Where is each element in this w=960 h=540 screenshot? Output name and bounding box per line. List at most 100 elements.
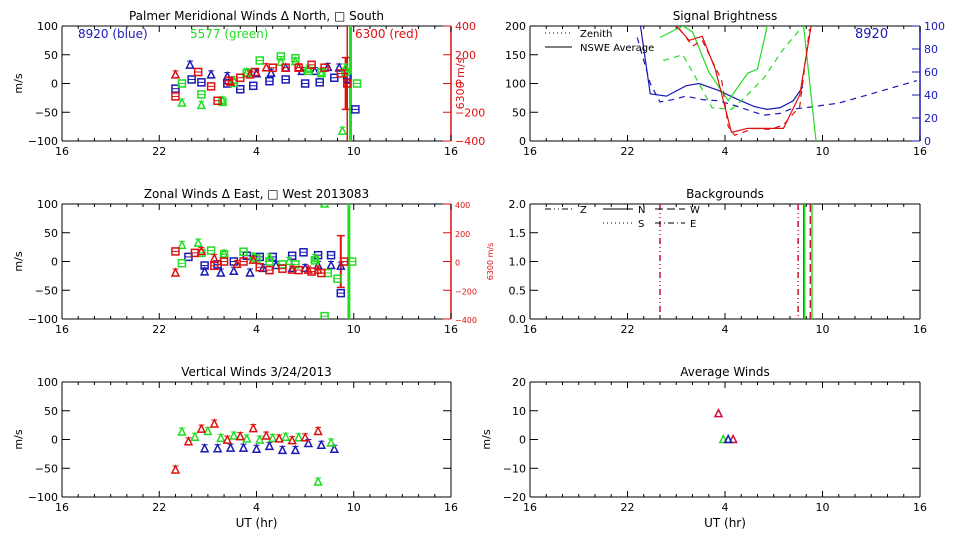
- data-point-triangle: [196, 99, 207, 110]
- data-point-triangle: [196, 423, 207, 433]
- y2-tick-label: 0: [924, 135, 931, 148]
- y-tick-label: −20: [503, 491, 526, 504]
- series-line: [675, 26, 812, 134]
- y2-tick-label: 0: [455, 78, 462, 91]
- wavelength-annotation: 8920 (blue): [78, 27, 148, 41]
- x-tick-label: 16: [55, 501, 69, 514]
- x-tick-label: 4: [253, 501, 260, 514]
- y-tick-label: 100: [37, 20, 58, 33]
- x-tick-label: 16: [523, 323, 537, 336]
- wavelength-annotation: 8920: [855, 27, 888, 42]
- y2-tick-label: 80: [924, 43, 938, 56]
- y-tick-label: 50: [44, 49, 58, 62]
- y-tick-label: −100: [28, 313, 58, 326]
- y-axis-label: m/s: [12, 251, 25, 271]
- x-tick-label: 16: [523, 501, 537, 514]
- data-point-triangle: [277, 444, 288, 455]
- chart-title: Signal Brightness: [673, 9, 778, 23]
- legend-label: E: [690, 219, 696, 230]
- data-point-triangle: [170, 69, 181, 79]
- x-tick-label: 22: [621, 323, 635, 336]
- legend-label: W: [690, 205, 700, 216]
- chart-meridional: Palmer Meridional Winds Δ North, □ South…: [12, 9, 485, 158]
- series-line: [663, 26, 804, 110]
- x-tick-label: 16: [444, 145, 458, 158]
- y-tick-label: 2.0: [509, 198, 527, 211]
- data-point-triangle: [274, 433, 284, 443]
- series-line: [639, 26, 804, 110]
- y-tick-label: −50: [35, 284, 58, 297]
- data-point-triangle: [229, 265, 239, 276]
- y2-tick-label: −200: [455, 287, 477, 296]
- x-tick-label: 16: [55, 145, 69, 158]
- x-tick-label: 16: [913, 145, 927, 158]
- y-tick-label: 50: [512, 106, 526, 119]
- y-tick-label: 0: [51, 256, 58, 269]
- y-tick-label: 0.0: [509, 313, 527, 326]
- y2-tick-label: 100: [924, 20, 945, 33]
- chart-title: Palmer Meridional Winds Δ North, □ South: [129, 9, 384, 23]
- y2-tick-label: 200: [455, 49, 476, 62]
- wavelength-annotation: 5577 (green): [190, 27, 268, 41]
- y2-tick-label: 40: [924, 89, 938, 102]
- data-point-triangle: [203, 425, 213, 436]
- data-point-triangle: [177, 426, 187, 436]
- plot-area: [659, 204, 813, 319]
- data-point-triangle: [183, 436, 194, 446]
- x-tick-label: 22: [621, 501, 635, 514]
- x-tick-label: 10: [816, 323, 830, 336]
- data-point-triangle: [185, 59, 195, 69]
- x-tick-label: 22: [152, 323, 166, 336]
- chart-title: Zonal Winds Δ East, □ West 2013083: [144, 187, 369, 201]
- x-tick-label: 16: [523, 145, 537, 158]
- y-tick-label: −10: [503, 462, 526, 475]
- y2-tick-label: 400: [455, 201, 470, 210]
- legend-label: Zenith: [580, 29, 612, 40]
- data-point-triangle: [300, 432, 310, 442]
- x-tick-label: 22: [621, 145, 635, 158]
- plot-area: [636, 26, 917, 141]
- data-point-triangle: [293, 432, 304, 442]
- data-point-triangle: [225, 442, 236, 452]
- data-point-triangle: [242, 433, 252, 443]
- series-line: [679, 28, 811, 136]
- x-tick-label: 10: [347, 501, 361, 514]
- chart-title: Vertical Winds 3/24/2013: [181, 365, 332, 379]
- data-point-triangle: [723, 433, 733, 444]
- y-tick-label: −50: [35, 106, 58, 119]
- y-tick-label: 100: [505, 78, 526, 91]
- legend-label: NSWE Average: [580, 43, 654, 54]
- data-point-triangle: [199, 443, 210, 453]
- data-point-triangle: [287, 434, 297, 445]
- data-point-triangle: [337, 125, 348, 135]
- y-tick-label: 150: [505, 49, 526, 62]
- data-point-triangle: [222, 434, 233, 444]
- x-tick-label: 16: [444, 323, 458, 336]
- y-tick-label: 0: [519, 135, 526, 148]
- y-tick-label: 50: [44, 405, 58, 418]
- y2-tick-label: 200: [455, 230, 470, 239]
- x-tick-label: 10: [347, 323, 361, 336]
- x-tick-label: 10: [816, 145, 830, 158]
- x-tick-label: 4: [253, 145, 260, 158]
- y-tick-label: 1.0: [509, 256, 527, 269]
- y2-tick-label: 20: [924, 112, 938, 125]
- chart-title: Backgrounds: [686, 187, 764, 201]
- y-tick-label: 20: [512, 376, 526, 389]
- legend-label: N: [638, 205, 645, 216]
- series-line: [636, 37, 917, 116]
- y-tick-label: 0: [51, 78, 58, 91]
- data-point-triangle: [216, 432, 226, 443]
- data-point-triangle: [718, 433, 729, 444]
- y-axis-label: m/s: [12, 73, 25, 93]
- data-point-triangle: [290, 444, 301, 455]
- y-tick-label: 100: [37, 198, 58, 211]
- x-tick-label: 16: [444, 501, 458, 514]
- y-tick-label: 1.5: [509, 227, 527, 240]
- y2-tick-label: −200: [455, 106, 485, 119]
- x-tick-label: 4: [253, 323, 260, 336]
- data-point-triangle: [248, 422, 258, 433]
